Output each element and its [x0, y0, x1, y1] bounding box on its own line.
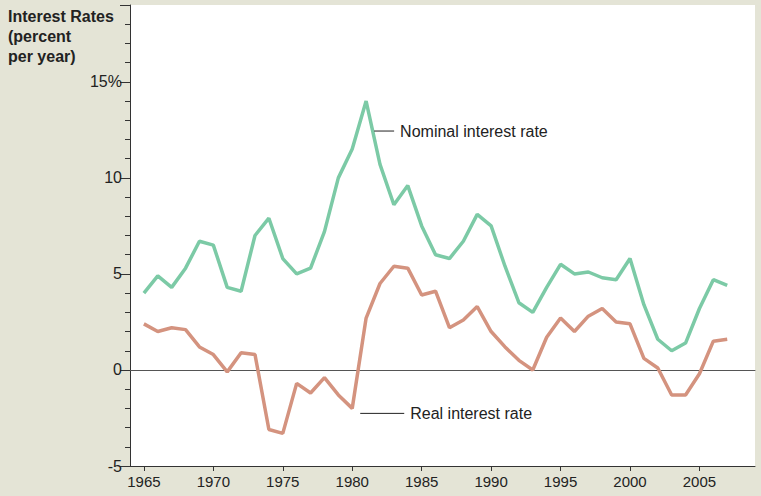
svg-text:5: 5 [113, 265, 122, 282]
svg-text:(percent: (percent [8, 28, 72, 45]
svg-text:10: 10 [104, 169, 122, 186]
svg-text:1975: 1975 [266, 473, 299, 490]
svg-text:1965: 1965 [127, 473, 160, 490]
svg-text:0: 0 [113, 361, 122, 378]
svg-text:Nominal interest rate: Nominal interest rate [400, 123, 548, 140]
svg-text:1980: 1980 [336, 473, 369, 490]
svg-text:15%: 15% [90, 73, 122, 90]
svg-text:1990: 1990 [474, 473, 507, 490]
svg-text:per year): per year) [8, 48, 76, 65]
svg-text:Real interest rate: Real interest rate [410, 405, 532, 422]
svg-text:Interest Rates: Interest Rates [8, 8, 114, 25]
svg-text:2005: 2005 [683, 473, 716, 490]
svg-text:2000: 2000 [613, 473, 646, 490]
svg-text:1970: 1970 [197, 473, 230, 490]
svg-text:-5: -5 [108, 458, 122, 475]
svg-text:1985: 1985 [405, 473, 438, 490]
svg-text:1995: 1995 [544, 473, 577, 490]
